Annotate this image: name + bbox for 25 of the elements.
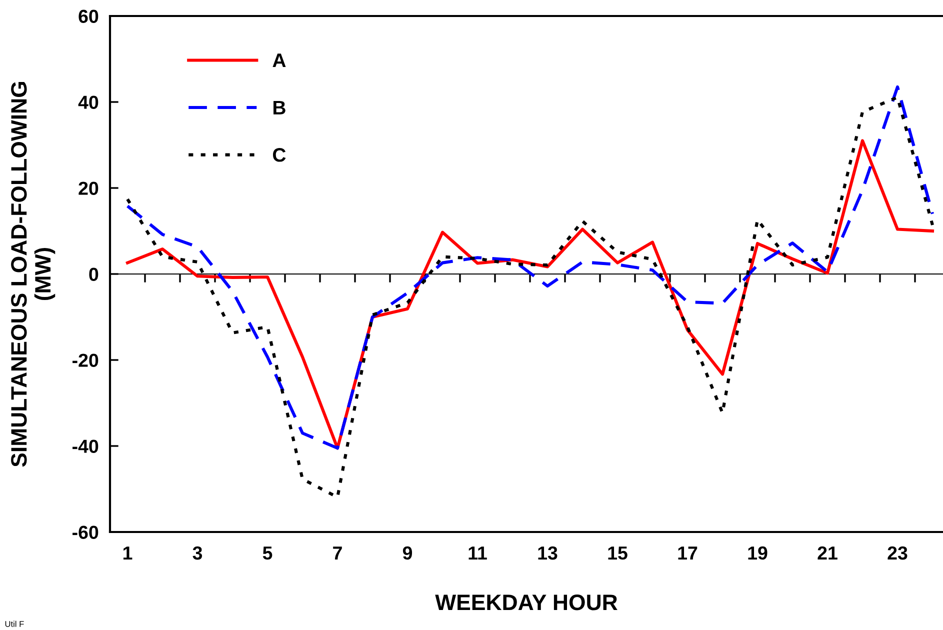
- y-tick-label: 20: [78, 182, 98, 195]
- y-tick-label: 60: [78, 10, 98, 23]
- legend-label: A: [272, 54, 286, 68]
- x-tick-label: 3: [192, 546, 202, 560]
- x-tick-label: 9: [402, 546, 412, 560]
- x-tick-label: 17: [678, 546, 698, 560]
- x-tick-label: 1: [123, 546, 132, 560]
- x-tick-label: 15: [608, 546, 628, 560]
- x-tick-label: 21: [818, 546, 838, 560]
- legend-label: B: [274, 100, 286, 114]
- x-tick-label: 7: [333, 546, 342, 560]
- x-tick-label: 5: [262, 546, 272, 560]
- x-tick-label: 19: [748, 546, 768, 560]
- y-tick-label: 0: [89, 268, 98, 281]
- legend-label: C: [273, 148, 286, 162]
- text: Util F: [5, 620, 24, 627]
- y-tick-label: -60: [72, 526, 98, 539]
- x-tick-label: 11: [468, 546, 487, 560]
- y-tick-label: -20: [72, 354, 98, 367]
- x-tick-label: 13: [538, 546, 558, 560]
- x-axis-title: WEEKDAY HOUR: [435, 594, 618, 610]
- y-tick-label: -40: [72, 440, 98, 453]
- x-tick-label: 23: [888, 546, 908, 560]
- y-axis-title: SIMULTANEOUS LOAD-FOLLOWING (MW): [11, 82, 56, 467]
- y-tick-label: 40: [78, 96, 98, 109]
